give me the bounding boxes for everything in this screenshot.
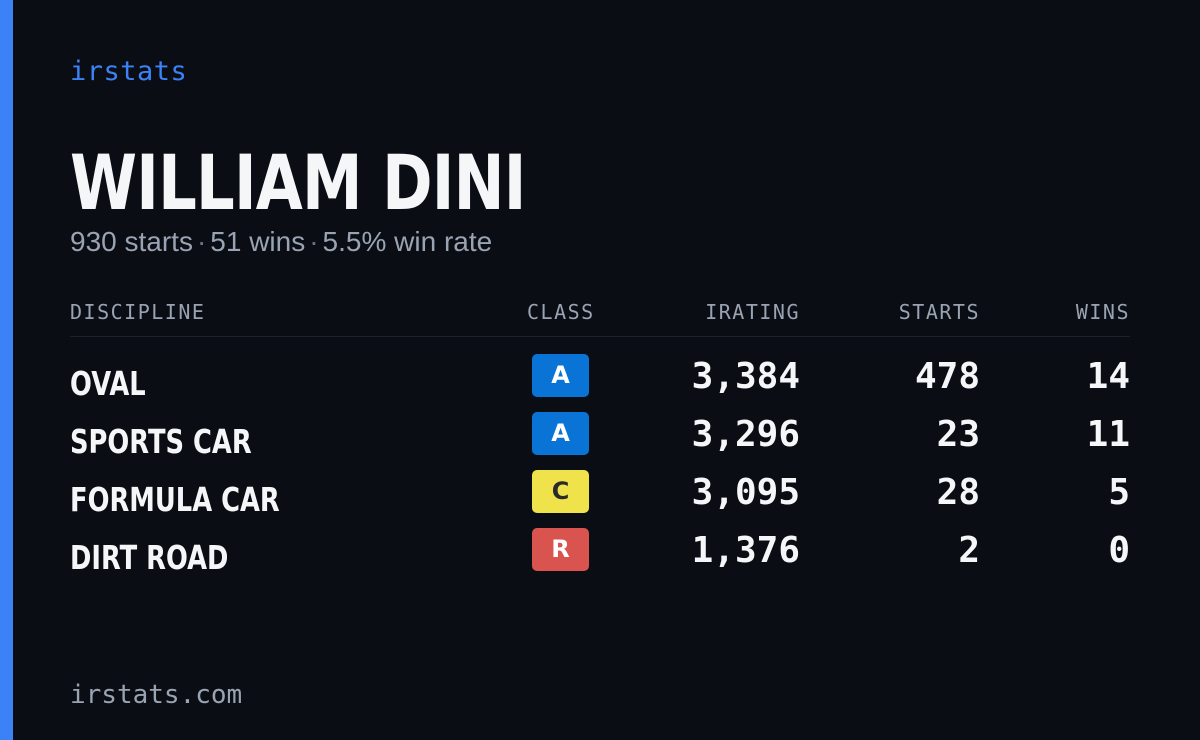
starts-value: 2	[958, 530, 980, 571]
header-divider	[70, 336, 1130, 337]
irating-value: 3,384	[691, 356, 800, 397]
driver-name: WILLIAM DINI	[70, 138, 526, 227]
summary-separator: ·	[309, 226, 319, 257]
discipline-name: DIRT ROAD	[70, 538, 229, 577]
wins-value: 11	[1086, 414, 1130, 455]
column-header-wins: WINS	[1075, 300, 1130, 324]
column-header-class: CLASS	[527, 300, 595, 324]
summary-separator: ·	[196, 226, 207, 257]
brand-logo[interactable]: irstats	[70, 56, 188, 87]
column-header-starts: STARTS	[898, 300, 980, 324]
summary-wins: 51 wins	[210, 226, 306, 257]
summary-win-rate: 5.5% win rate	[322, 226, 493, 257]
discipline-name: SPORTS CAR	[70, 422, 252, 461]
starts-value: 28	[936, 472, 980, 513]
footer-domain-link[interactable]: irstats.com	[70, 680, 243, 710]
table-row: FORMULA CAR C 3,095 28 5	[0, 466, 1200, 524]
table-row: SPORTS CAR A 3,296 23 11	[0, 408, 1200, 466]
starts-value: 478	[914, 356, 980, 397]
class-badge: A	[532, 412, 589, 455]
irating-value: 3,296	[691, 414, 800, 455]
wins-value: 5	[1108, 472, 1130, 513]
accent-bar	[0, 0, 13, 740]
irating-value: 1,376	[691, 530, 800, 571]
summary-starts: 930 starts	[70, 226, 193, 257]
driver-summary: 930 starts · 51 wins · 5.5% win rate	[70, 226, 492, 258]
discipline-name: FORMULA CAR	[70, 480, 280, 519]
class-badge: C	[532, 470, 589, 513]
class-badge: A	[532, 354, 589, 397]
table-row: DIRT ROAD R 1,376 2 0	[0, 524, 1200, 582]
starts-value: 23	[936, 414, 980, 455]
column-header-discipline: DISCIPLINE	[70, 300, 206, 324]
discipline-name: OVAL	[70, 364, 146, 403]
irating-value: 3,095	[691, 472, 800, 513]
wins-value: 14	[1086, 356, 1130, 397]
table-row: OVAL A 3,384 478 14	[0, 350, 1200, 408]
wins-value: 0	[1108, 530, 1130, 571]
column-header-irating: IRATING	[705, 300, 800, 324]
class-badge: R	[532, 528, 589, 571]
